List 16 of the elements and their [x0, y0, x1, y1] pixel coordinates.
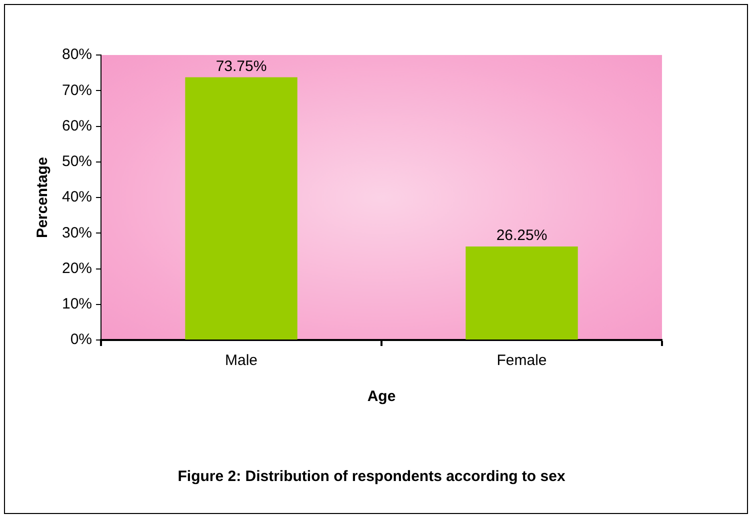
y-tick-label: 20%	[62, 260, 92, 277]
y-axis-title: Percentage	[34, 157, 52, 238]
y-tick-label: 60%	[62, 117, 92, 134]
caption: Figure 2: Distribution of respondents according to sex	[178, 468, 566, 486]
x-tick-label: Female	[496, 352, 547, 370]
y-tick-label: 0%	[70, 331, 92, 348]
data-label: 26.25%	[496, 227, 548, 244]
y-tick-label: 50%	[62, 153, 92, 170]
y-tick-label: 30%	[62, 224, 92, 242]
data-label: 73.75%	[216, 58, 267, 75]
x-axis-title: Age	[367, 388, 396, 406]
x-tick-label: Male	[225, 352, 258, 370]
y-tick-label: 10%	[62, 296, 92, 313]
y-tick-label: 70%	[62, 82, 92, 99]
y-tick-label: 40%	[62, 188, 92, 206]
y-tick-label: 80%	[62, 46, 92, 64]
